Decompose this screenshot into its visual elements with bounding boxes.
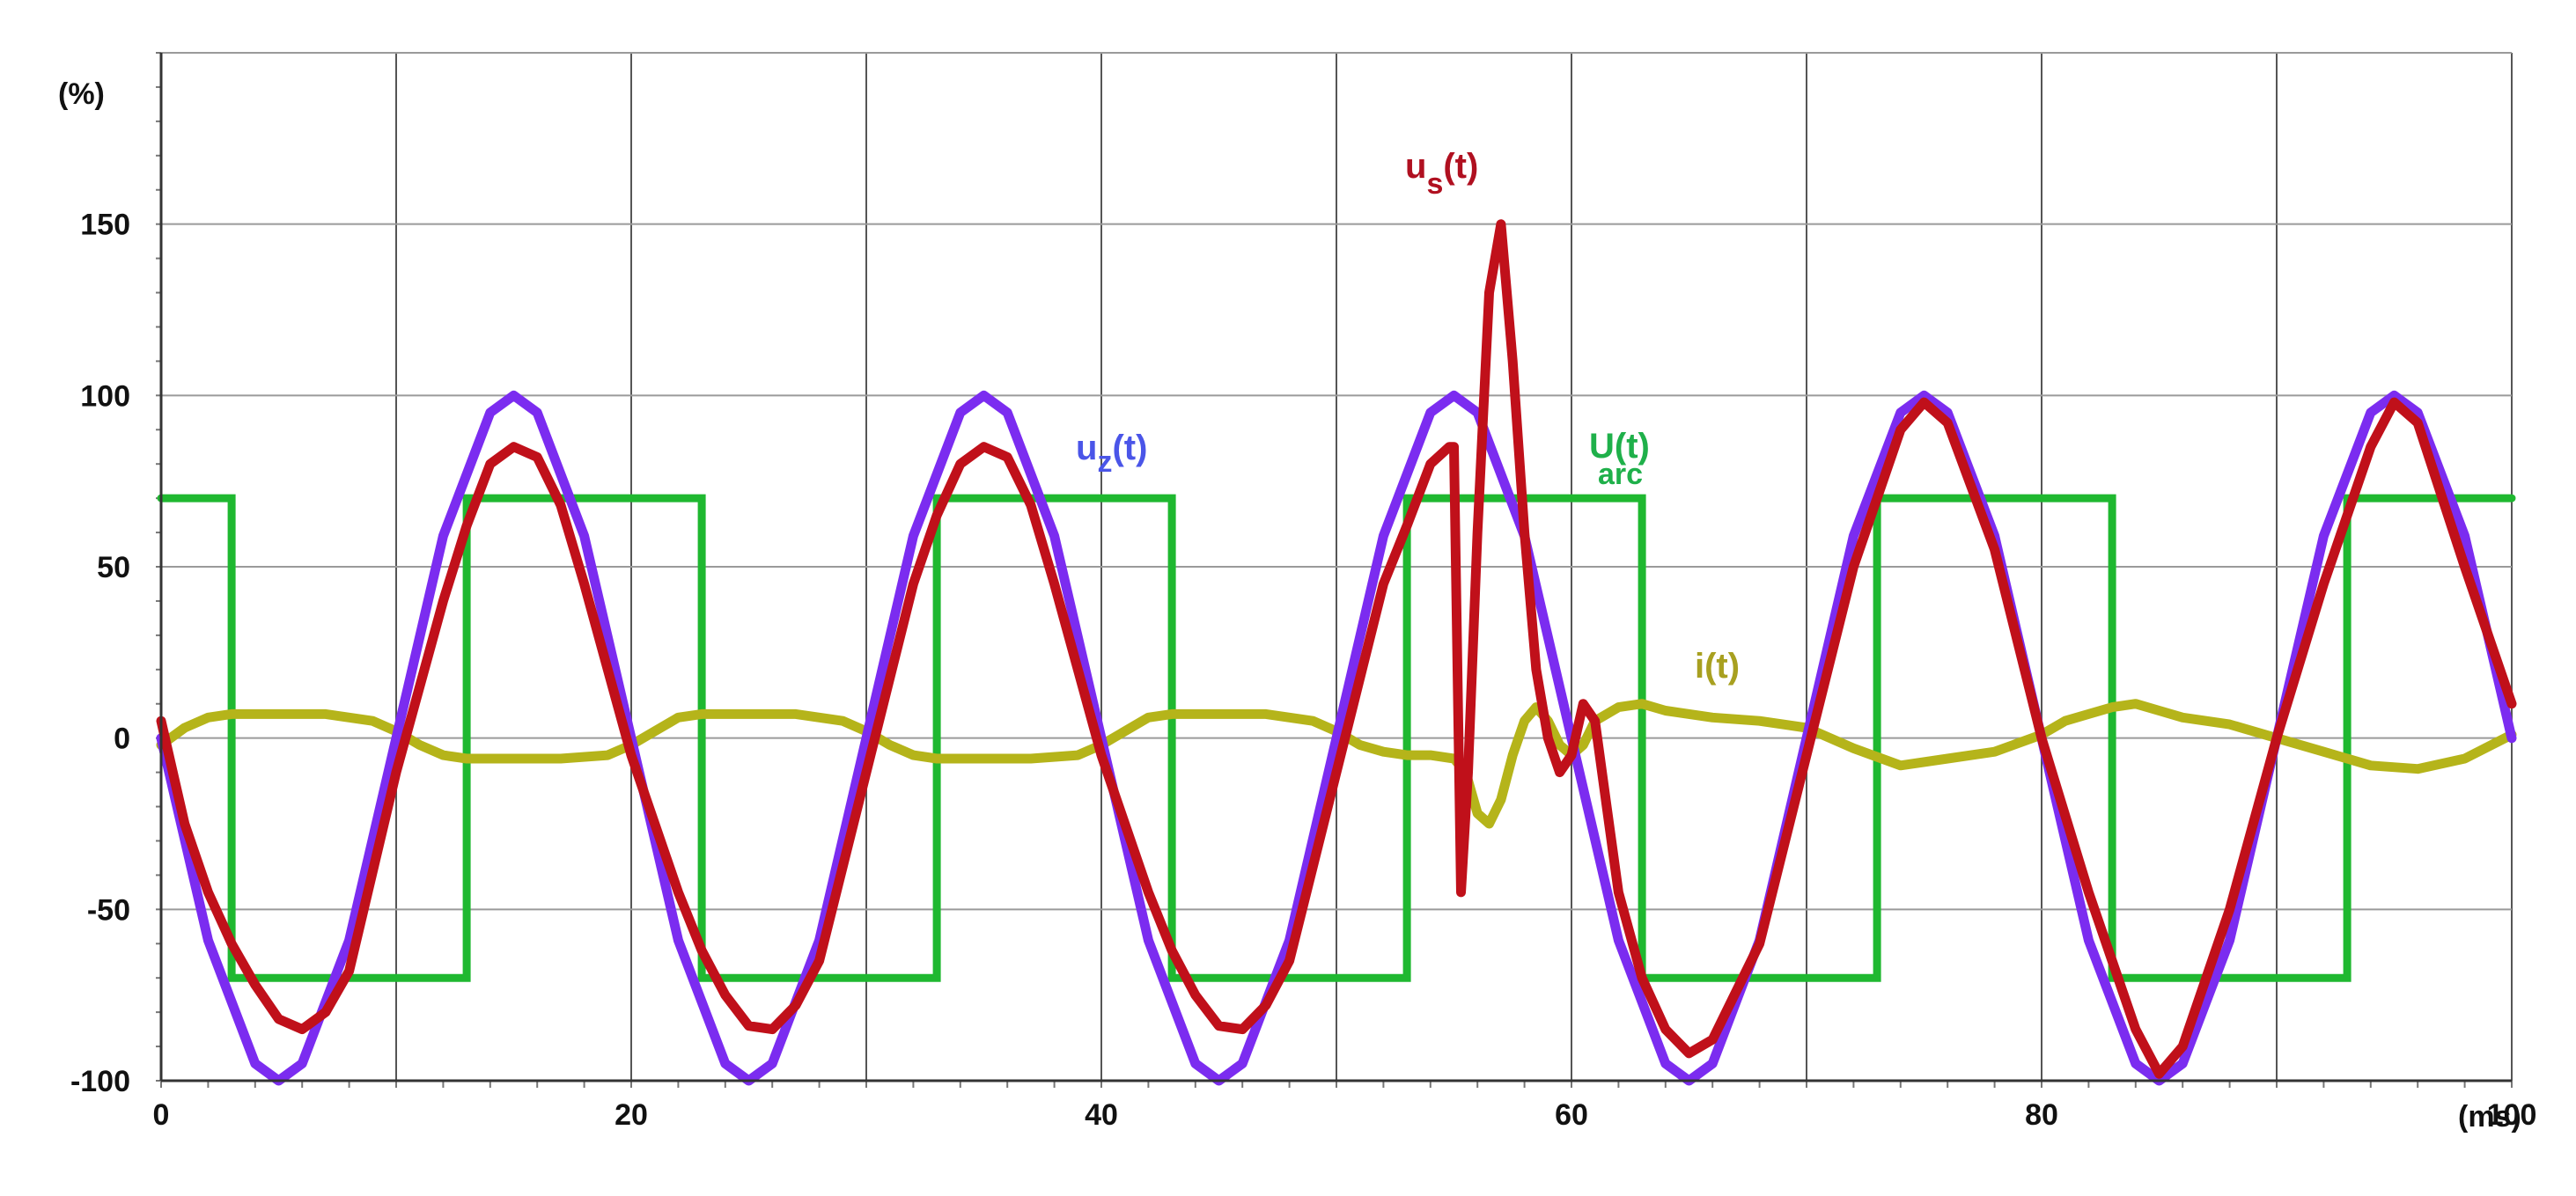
series-line-us [156, 219, 2517, 1079]
y-tick-label: 0 [114, 723, 130, 756]
y-tick-label: 150 [80, 209, 130, 242]
x-tick-label: 80 [2025, 1098, 2058, 1132]
y-tick-label: -100 [70, 1065, 130, 1098]
axes: -100 -50 0 50 100 150 0 20 40 60 80 100 (%) (ms) [58, 53, 2536, 1134]
series-label-i: i(t) [1695, 647, 1740, 686]
series-labels: uz(t) us(t) U(t) arc i(t) [1076, 147, 1740, 686]
x-tick-label: 40 [1085, 1098, 1118, 1132]
series-label-us: us(t) [1405, 147, 1478, 201]
grid [156, 52, 2513, 1088]
x-unit-label: (ms) [2458, 1100, 2521, 1134]
x-tick-label: 60 [1555, 1098, 1588, 1132]
series-label-uarc: U(t) arc [1589, 427, 1650, 491]
y-unit-label: (%) [58, 77, 105, 111]
series-line-i [156, 699, 2517, 829]
series-label-uz: uz(t) [1076, 429, 1147, 479]
x-tick-label: 0 [153, 1098, 170, 1132]
series-layer [156, 219, 2517, 1086]
series-line-uarc [157, 494, 2516, 982]
x-tick-label: 100 [2487, 1098, 2537, 1132]
y-tick-label: 100 [80, 379, 130, 413]
x-tick-label: 20 [615, 1098, 648, 1132]
y-tick-label: -50 [87, 893, 130, 927]
y-tick-label: 50 [97, 551, 130, 584]
series-line-uz [156, 390, 2517, 1086]
